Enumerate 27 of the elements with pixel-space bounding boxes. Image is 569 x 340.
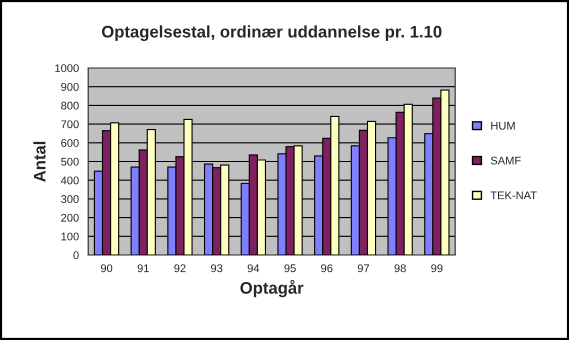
x-tick-label: 96 [321,264,332,272]
x-tick-label: 97 [358,264,370,272]
y-tick-label: 100 [61,232,79,240]
y-tick-label: 700 [61,120,79,128]
y-tick-label: 900 [61,82,79,91]
y-tick-label: 600 [61,139,79,147]
legend-label: SAMF [490,156,521,164]
legend-label: TEK-NAT [490,192,537,200]
y-tick-label: 200 [61,214,79,222]
y-tick-label: 500 [61,158,79,166]
x-axis-title: Optagår [240,280,304,298]
y-tick-label: 300 [61,195,79,204]
x-tick-label: 90 [100,264,112,272]
x-tick-label: 99 [431,264,443,272]
y-tick-label: 400 [60,176,79,184]
x-tick-label: 91 [138,264,149,272]
y-tick-label: 800 [61,102,79,110]
x-tick-label: 98 [394,264,406,272]
x-tick-label: 93 [210,264,222,272]
legend-label: HUM [491,122,515,130]
y-tick-label: 0 [73,251,79,260]
chart-title: Optagelsestal, ordinær uddannelse pr. 1.10 [102,25,442,41]
x-tick-label: 94 [248,264,260,272]
x-tick-label: 95 [284,264,296,272]
y-tick-label: 1000 [55,64,79,72]
y-axis-title: Antal [33,142,46,182]
x-tick-label: 92 [174,264,186,272]
